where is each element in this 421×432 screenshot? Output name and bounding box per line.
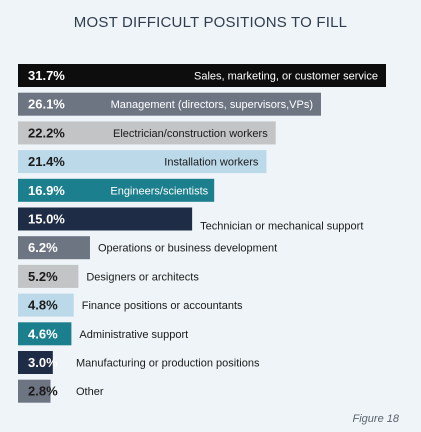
bar-category-label-0: Sales, marketing, or customer service [194,71,378,83]
bar-category-label-5: Technician or mechanical support [200,221,363,233]
bar-value-label-10: 3.0% [28,355,58,370]
bar-value-label-1: 26.1% [28,97,65,112]
bar-value-label-6: 6.2% [28,240,58,255]
bar-3 [18,150,267,174]
bar-category-label-11: Other [76,386,104,398]
bar-4 [18,178,215,202]
bar-value-label-0: 31.7% [28,68,65,83]
bar-category-label-8: Finance positions or accountants [82,300,243,312]
bar-9 [18,322,72,346]
chart-title: MOST DIFFICULT POSITIONS TO FILL [73,14,348,31]
bar-value-label-2: 22.2% [28,125,65,140]
bar-7 [18,264,79,288]
bar-category-label-9: Administrative support [79,329,188,341]
bar-value-label-5: 15.0% [28,212,65,227]
bar-10 [18,351,53,374]
bar-category-label-1: Management (directors, supervisors,VPs) [111,99,313,111]
bar-0 [18,64,386,87]
bar-category-label-10: Manufacturing or production positions [76,358,260,370]
bar-value-label-11: 2.8% [28,384,58,399]
bar-value-label-8: 4.8% [28,298,58,313]
bar-value-label-3: 21.4% [28,154,65,169]
bar-category-label-6: Operations or business development [98,243,277,255]
bar-category-label-7: Designers or architects [86,271,199,283]
bar-2 [18,121,276,145]
bar-category-label-4: Engineers/scientists [110,185,208,197]
bar-value-label-4: 16.9% [28,183,65,198]
bar-1 [18,92,321,116]
bar-8 [18,293,74,317]
bar-category-label-3: Installation workers [164,157,259,169]
bar-11 [18,379,51,403]
bar-6 [18,236,90,260]
bar-value-label-7: 5.2% [28,269,58,284]
bar-value-label-9: 4.6% [28,326,58,341]
bar-category-label-2: Electrician/construction workers [113,128,268,140]
figure-label: Figure 18 [352,413,399,425]
bar-5 [18,207,193,231]
